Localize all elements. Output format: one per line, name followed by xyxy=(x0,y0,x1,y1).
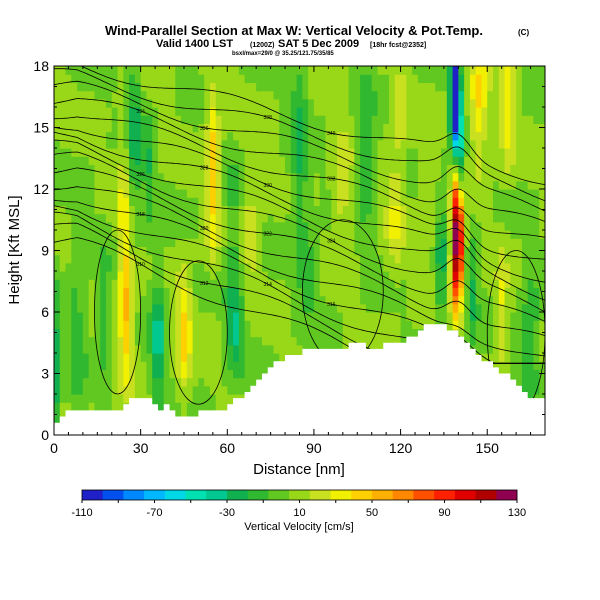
colorbar-swatch xyxy=(123,490,145,500)
colorbar-swatch xyxy=(351,490,373,500)
contour-line xyxy=(54,199,545,357)
colorbar-tick-label: -30 xyxy=(219,507,235,519)
contour-label: 320 xyxy=(200,226,209,232)
x-tick-label: 30 xyxy=(133,440,149,456)
contour-label: 330 xyxy=(264,183,273,189)
colorbar-swatch xyxy=(102,490,124,500)
colorbar-tick-label: 130 xyxy=(508,507,526,519)
subtitle-valid: Valid 1400 LST xyxy=(156,38,233,50)
contour-label: 314 xyxy=(264,282,273,288)
colorbar-tick-label: 10 xyxy=(293,507,305,519)
contour-line xyxy=(54,68,545,202)
colorbar-swatch xyxy=(144,490,166,500)
contour-line xyxy=(54,186,545,336)
contour-loop xyxy=(94,229,142,395)
colorbar-swatch xyxy=(496,490,518,500)
contour-label: 310 xyxy=(136,262,145,268)
colorbar-swatch xyxy=(247,490,269,500)
terrain xyxy=(54,324,545,435)
subtitle-date: SAT 5 Dec 2009 xyxy=(278,38,359,50)
contour-label: 326 xyxy=(136,172,145,178)
y-tick-label: 9 xyxy=(41,243,49,259)
colorbar-swatch xyxy=(289,490,311,500)
contour-line xyxy=(54,80,545,212)
contour-label: 324 xyxy=(327,238,336,244)
contour-line xyxy=(54,126,545,260)
contour-label: 336 xyxy=(200,126,209,132)
colorbar-swatch xyxy=(454,490,476,500)
contour-line xyxy=(80,66,545,185)
contour-label: 334 xyxy=(136,109,145,115)
contour-label: 328 xyxy=(200,165,209,171)
colorbar-swatch xyxy=(309,490,331,500)
y-tick-label: 18 xyxy=(33,58,49,74)
y-tick-label: 3 xyxy=(41,366,49,382)
contour-loop xyxy=(169,260,228,405)
colorbar-tick-label: 90 xyxy=(438,507,450,519)
x-tick-label: 90 xyxy=(306,440,322,456)
colorbar-title: Vertical Velocity [cm/s] xyxy=(244,521,353,533)
colorbar-swatch xyxy=(82,490,104,500)
contour-label: 332 xyxy=(327,176,336,182)
y-tick-label: 12 xyxy=(33,181,49,197)
plot-area: 310 312 314 316 318 320 322 324 326 328 330 332 334 3… xyxy=(53,65,546,436)
contour-label: 316 xyxy=(327,302,336,308)
contour-line xyxy=(54,139,545,301)
copyright-mark: (C) xyxy=(518,28,529,37)
subtitle-forecast: [18hr fcst@2352] xyxy=(370,42,426,49)
colorbar-tick-label: 50 xyxy=(366,507,378,519)
colorbar-swatch xyxy=(330,490,352,500)
colorbar-swatch xyxy=(392,490,414,500)
terrain-profile xyxy=(54,324,545,435)
contour-line xyxy=(54,167,545,322)
x-tick-label: 60 xyxy=(220,440,236,456)
contour-line xyxy=(54,151,545,313)
subtitle-valid-small: (1200Z) xyxy=(250,42,275,49)
colorbar-swatch xyxy=(206,490,228,500)
x-tick-label: 0 xyxy=(50,440,58,456)
contour-label: 340 xyxy=(327,131,336,137)
colorbar-swatch xyxy=(434,490,456,500)
colorbar-swatch xyxy=(185,490,207,500)
pot-temp-contours: 310 312 314 316 318 320 322 324 326 328 330 332 334 3… xyxy=(54,66,545,415)
colorbar: -110 -70 -30 10 50 90 130 xyxy=(71,489,526,519)
colorbar-swatch xyxy=(227,490,249,500)
colorbar-tick-label: -70 xyxy=(147,507,163,519)
contour-label: 312 xyxy=(200,281,209,287)
y-tick-label: 6 xyxy=(41,304,49,320)
contour-label: 338 xyxy=(264,115,273,121)
colorbar-swatch xyxy=(475,490,497,500)
y-tick-label: 0 xyxy=(41,427,49,443)
contour-label: 318 xyxy=(136,212,145,218)
y-axis-title: Height [Kft MSL] xyxy=(6,195,23,304)
x-tick-label: 150 xyxy=(476,440,500,456)
colorbar-swatch xyxy=(372,490,394,500)
axes: 0 30 60 90 120 150 0 3 6 9 12 15 18 xyxy=(33,58,545,456)
chart-title: Wind-Parallel Section at Max W: Vertical… xyxy=(105,23,483,38)
colorbar-swatch xyxy=(164,490,186,500)
x-tick-label: 120 xyxy=(389,440,413,456)
colorbar-swatch xyxy=(413,490,435,500)
contour-line xyxy=(54,131,545,283)
colorbar-tick-label: -110 xyxy=(71,507,92,519)
contour-line xyxy=(54,98,545,222)
subtitle-line3: bsxl/max=29/0 @ 35.25/121.75/35/85 xyxy=(232,51,334,57)
contour-line xyxy=(54,116,545,238)
contour-label: 322 xyxy=(264,232,273,238)
y-tick-label: 15 xyxy=(33,120,49,136)
colorbar-swatch xyxy=(268,490,290,500)
x-axis-title: Distance [nm] xyxy=(253,461,345,478)
